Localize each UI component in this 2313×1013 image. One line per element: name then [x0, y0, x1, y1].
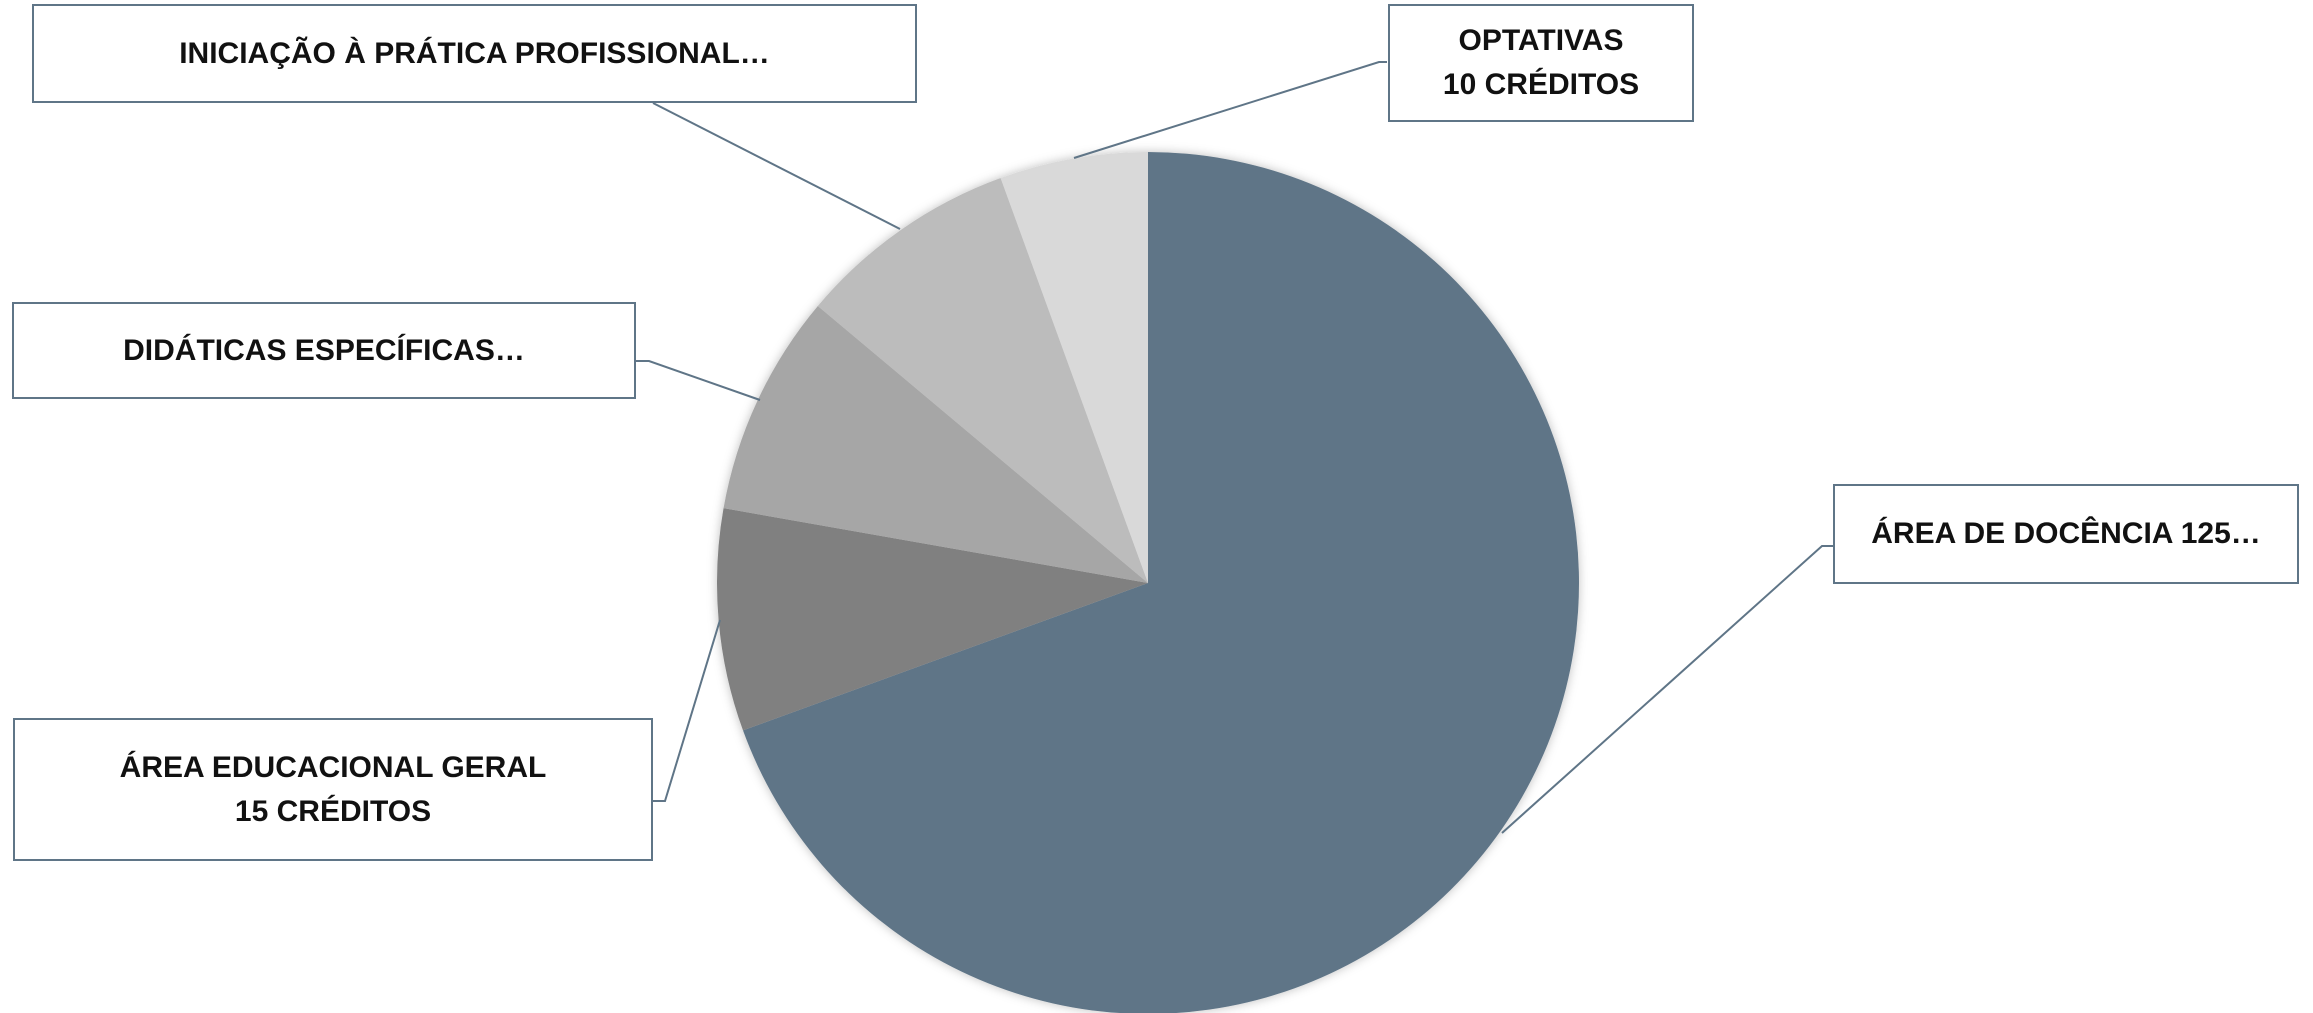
data-label: ÁREA EDUCACIONAL GERAL 15 CRÉDITOS	[13, 718, 653, 861]
data-label: ÁREA DE DOCÊNCIA 125…	[1833, 484, 2299, 584]
pie	[717, 152, 1579, 1013]
data-label: DIDÁTICAS ESPECÍFICAS…	[12, 302, 636, 399]
leader-line	[636, 361, 760, 400]
leader-line	[653, 620, 720, 801]
data-label: OPTATIVAS 10 CRÉDITOS	[1388, 4, 1694, 122]
page: {"chart_data": {"type": "pie", "categori…	[0, 0, 2313, 1013]
leader-line	[1074, 62, 1387, 158]
leader-line	[653, 103, 900, 229]
data-label: INICIAÇÃO À PRÁTICA PROFISSIONAL…	[32, 4, 917, 103]
